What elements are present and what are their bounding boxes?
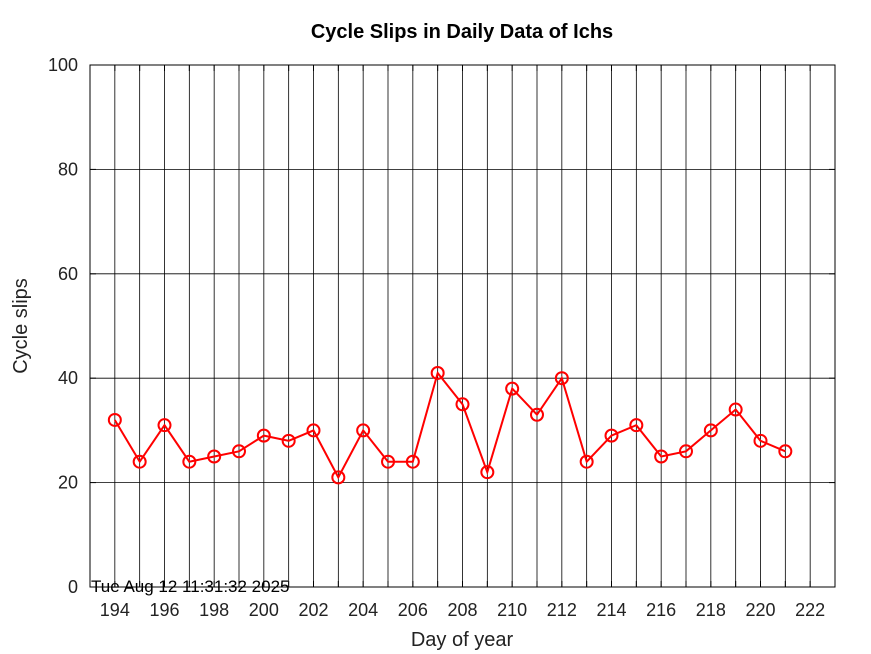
- data-point: [132, 454, 147, 469]
- x-axis-label: Day of year: [411, 629, 514, 651]
- data-point: [281, 433, 296, 448]
- data-point: [207, 449, 222, 464]
- x-tick-label: 194: [100, 600, 130, 620]
- chart-title: Cycle Slips in Daily Data of Ichs: [311, 21, 613, 43]
- y-tick-label: 0: [68, 577, 78, 597]
- data-point: [629, 418, 644, 433]
- data-point: [753, 433, 768, 448]
- data-point: [703, 423, 718, 438]
- data-point: [331, 470, 346, 485]
- data-point: [679, 444, 693, 459]
- x-tick-label: 220: [745, 600, 775, 620]
- x-tick-label: 222: [795, 600, 825, 620]
- data-point: [604, 428, 619, 443]
- data-point: [405, 454, 420, 469]
- data-point: [554, 371, 569, 386]
- x-tick-label: 208: [447, 600, 477, 620]
- y-tick-label: 60: [58, 264, 78, 284]
- y-tick-label: 80: [58, 159, 78, 179]
- data-point: [356, 423, 371, 438]
- data-point: [182, 454, 197, 469]
- data-point: [455, 397, 470, 412]
- x-tick-label: 206: [398, 600, 428, 620]
- data-point: [530, 407, 544, 422]
- x-tick-label: 218: [696, 600, 726, 620]
- series-layer: [107, 365, 793, 485]
- timestamp: Tue Aug 12 11:31:32 2025: [91, 577, 290, 596]
- y-tick-label: 40: [58, 368, 78, 388]
- data-point: [256, 428, 271, 443]
- data-point: [430, 365, 445, 380]
- data-point: [579, 454, 594, 469]
- x-tick-label: 196: [149, 600, 179, 620]
- x-tick-label: 214: [596, 600, 626, 620]
- y-axis-label: Cycle slips: [10, 278, 32, 374]
- data-point: [381, 454, 395, 469]
- y-tick-label: 20: [58, 473, 78, 493]
- x-tick-label: 202: [298, 600, 328, 620]
- data-point: [157, 418, 172, 433]
- data-point: [778, 444, 793, 459]
- data-point: [654, 449, 669, 464]
- x-tick-label: 204: [348, 600, 378, 620]
- series-line: [113, 370, 786, 480]
- x-tick-label: 212: [547, 600, 577, 620]
- data-point: [505, 381, 520, 396]
- data-point: [728, 402, 743, 417]
- x-tick-label: 216: [646, 600, 676, 620]
- y-tick-label: 100: [48, 55, 78, 75]
- data-point: [232, 444, 246, 459]
- x-tick-label: 198: [199, 600, 229, 620]
- data-point: [306, 423, 321, 438]
- data-point: [107, 412, 122, 427]
- x-tick-label: 200: [249, 600, 279, 620]
- ticks: 194 196 198 200 202 204 206 208 210 212 214 216 218 2…: [48, 55, 835, 620]
- x-tick-label: 210: [497, 600, 527, 620]
- data-point: [480, 465, 495, 480]
- grid: [90, 65, 835, 587]
